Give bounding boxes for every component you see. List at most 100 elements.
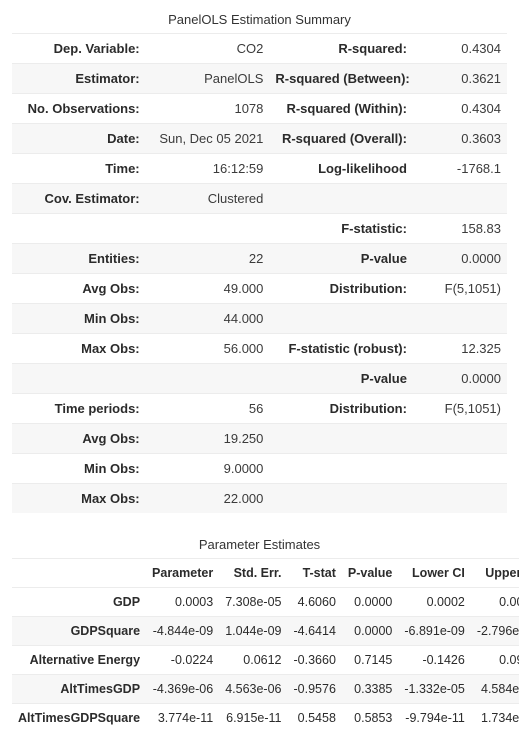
summary-label-right <box>269 424 413 454</box>
summary-label-left: Avg Obs: <box>12 274 146 304</box>
params-cell: 4.563e-06 <box>219 675 287 704</box>
params-col-header: Parameter <box>146 559 219 588</box>
summary-value-left: 56 <box>146 394 270 424</box>
params-cell: -0.0224 <box>146 646 219 675</box>
params-cell: -6.891e-09 <box>398 617 470 646</box>
params-col-header: Std. Err. <box>219 559 287 588</box>
params-cell: 0.5458 <box>288 704 342 733</box>
params-col-header: P-value <box>342 559 398 588</box>
params-row: GDP0.00037.308e-054.60600.00000.00020.00… <box>12 588 519 617</box>
summary-label-left: Entities: <box>12 244 146 274</box>
summary-label-left: Avg Obs: <box>12 424 146 454</box>
summary-row: Time periods:56Distribution:F(5,1051) <box>12 394 507 424</box>
summary-value-left: 1078 <box>146 94 270 124</box>
params-cell: 7.308e-05 <box>219 588 287 617</box>
summary-value-right: F(5,1051) <box>413 274 507 304</box>
params-row-label: GDP <box>12 588 146 617</box>
params-cell: -9.794e-11 <box>398 704 470 733</box>
summary-row: Min Obs:9.0000 <box>12 454 507 484</box>
params-cell: -0.1426 <box>398 646 470 675</box>
summary-row: Estimator:PanelOLSR-squared (Between):0.… <box>12 64 507 94</box>
summary-label-left: Max Obs: <box>12 334 146 364</box>
summary-value-left <box>146 364 270 394</box>
params-cell: 0.0005 <box>471 588 519 617</box>
summary-value-right <box>413 424 507 454</box>
summary-label-right: Distribution: <box>269 394 413 424</box>
params-title: Parameter Estimates <box>12 537 507 552</box>
summary-value-right: 0.3603 <box>413 124 507 154</box>
summary-label-left: Min Obs: <box>12 454 146 484</box>
summary-label-right <box>269 484 413 514</box>
summary-row: Max Obs:22.000 <box>12 484 507 514</box>
params-cell: 0.0000 <box>342 617 398 646</box>
summary-row: Entities:22P-value0.0000 <box>12 244 507 274</box>
params-row-label: GDPSquare <box>12 617 146 646</box>
params-cell: 0.5853 <box>342 704 398 733</box>
summary-label-right <box>269 184 413 214</box>
params-table: ParameterStd. Err.T-statP-valueLower CIU… <box>12 558 519 732</box>
summary-value-right: 0.3621 <box>413 64 507 94</box>
params-cell: 0.0977 <box>471 646 519 675</box>
summary-value-right: 12.325 <box>413 334 507 364</box>
params-col-header: Upper CI <box>471 559 519 588</box>
params-cell: 4.6060 <box>288 588 342 617</box>
params-cell: 4.584e-06 <box>471 675 519 704</box>
summary-label-left <box>12 364 146 394</box>
summary-value-left: Clustered <box>146 184 270 214</box>
params-cell: 0.7145 <box>342 646 398 675</box>
summary-row: No. Observations:1078R-squared (Within):… <box>12 94 507 124</box>
params-cell: -4.844e-09 <box>146 617 219 646</box>
params-row-label: Alternative Energy <box>12 646 146 675</box>
summary-label-left: Time periods: <box>12 394 146 424</box>
summary-value-left: Sun, Dec 05 2021 <box>146 124 270 154</box>
summary-row: Avg Obs:49.000Distribution:F(5,1051) <box>12 274 507 304</box>
summary-label-left: No. Observations: <box>12 94 146 124</box>
summary-value-left: 9.0000 <box>146 454 270 484</box>
params-cell: 6.915e-11 <box>219 704 287 733</box>
params-cell: -2.796e-09 <box>471 617 519 646</box>
params-cell: -4.369e-06 <box>146 675 219 704</box>
params-row: AltTimesGDP-4.369e-064.563e-06-0.95760.3… <box>12 675 519 704</box>
params-cell: 1.044e-09 <box>219 617 287 646</box>
summary-label-right: R-squared (Within): <box>269 94 413 124</box>
summary-row: Cov. Estimator:Clustered <box>12 184 507 214</box>
params-row: Alternative Energy-0.02240.0612-0.36600.… <box>12 646 519 675</box>
summary-label-right <box>269 304 413 334</box>
summary-value-right <box>413 484 507 514</box>
summary-value-right: F(5,1051) <box>413 394 507 424</box>
summary-label-right: R-squared: <box>269 34 413 64</box>
params-row-label: AltTimesGDPSquare <box>12 704 146 733</box>
summary-label-right: Log-likelihood <box>269 154 413 184</box>
summary-label-left: Min Obs: <box>12 304 146 334</box>
summary-label-left: Time: <box>12 154 146 184</box>
summary-value-left: 22.000 <box>146 484 270 514</box>
summary-label-right: Distribution: <box>269 274 413 304</box>
summary-value-left: 44.000 <box>146 304 270 334</box>
summary-label-left <box>12 214 146 244</box>
summary-label-right: R-squared (Between): <box>269 64 413 94</box>
summary-table: Dep. Variable:CO2R-squared:0.4304Estimat… <box>12 33 507 513</box>
summary-title: PanelOLS Estimation Summary <box>12 12 507 27</box>
params-cell: 0.0002 <box>398 588 470 617</box>
summary-label-right: P-value <box>269 244 413 274</box>
params-cell: 0.0003 <box>146 588 219 617</box>
params-cell: -0.3660 <box>288 646 342 675</box>
summary-value-right: 0.4304 <box>413 94 507 124</box>
params-cell: 3.774e-11 <box>146 704 219 733</box>
params-col-header <box>12 559 146 588</box>
summary-value-right: 158.83 <box>413 214 507 244</box>
summary-label-left: Max Obs: <box>12 484 146 514</box>
summary-label-right: F-statistic (robust): <box>269 334 413 364</box>
summary-label-right: F-statistic: <box>269 214 413 244</box>
params-row-label: AltTimesGDP <box>12 675 146 704</box>
summary-value-left: 56.000 <box>146 334 270 364</box>
summary-value-left: 16:12:59 <box>146 154 270 184</box>
summary-value-left: 22 <box>146 244 270 274</box>
summary-row: Date:Sun, Dec 05 2021R-squared (Overall)… <box>12 124 507 154</box>
params-cell: 0.0000 <box>342 588 398 617</box>
summary-value-right <box>413 454 507 484</box>
summary-label-right <box>269 454 413 484</box>
summary-row: Min Obs:44.000 <box>12 304 507 334</box>
summary-value-right: 0.4304 <box>413 34 507 64</box>
summary-label-left: Estimator: <box>12 64 146 94</box>
